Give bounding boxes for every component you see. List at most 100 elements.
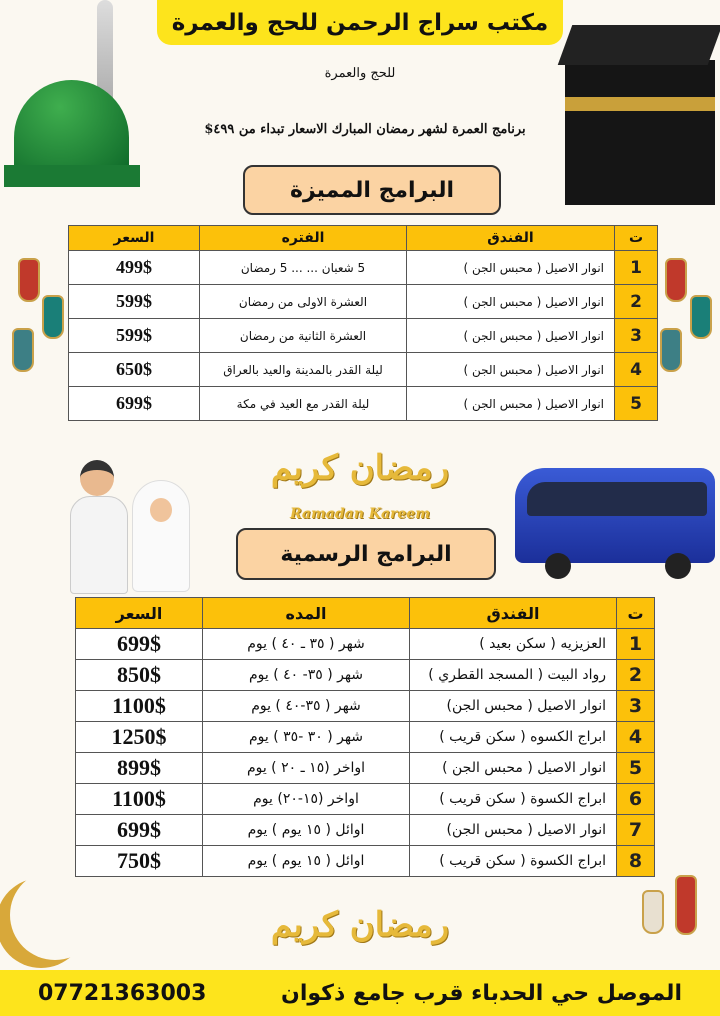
- table-row: 1 العزيزيه ( سكن بعيد ) شهر ( ٣٥ ـ ٤٠ ) يو…: [75, 628, 655, 660]
- row-number: 1: [616, 628, 655, 660]
- price-cell: 699$: [68, 386, 200, 421]
- hotel-cell: انوار الاصيل ( محبس الجن ): [406, 352, 615, 387]
- price-cell: 1250$: [75, 721, 203, 753]
- row-number: 1: [614, 250, 658, 285]
- col-number: ت: [614, 225, 658, 251]
- kaaba-image: [557, 25, 720, 205]
- row-number: 5: [614, 386, 658, 421]
- table-row: 5 انوار الاصيل ( محبس الجن ) اواخر (١٥ ـ ٢…: [75, 752, 655, 784]
- row-number: 4: [616, 721, 655, 753]
- official-programs-table: ت الفندق المده السعر 1 العزيزيه ( سكن بعي…: [75, 597, 655, 877]
- hotel-cell: انوار الاصيل ( محبس الجن ): [406, 250, 615, 285]
- subtitle: للحج والعمرة: [324, 66, 396, 81]
- row-number: 3: [616, 690, 655, 722]
- lantern-icon: [642, 890, 664, 934]
- row-number: 3: [614, 318, 658, 353]
- footer-bar: 07721363003 الموصل حي الحدباء قرب جامع ذ…: [0, 970, 720, 1016]
- duration-cell: شهر ( ٣٥-٤٠ ) يوم: [202, 690, 410, 722]
- office-title: مكتب سراج الرحمن للحج والعمرة: [157, 0, 563, 45]
- col-duration: المده: [202, 597, 410, 629]
- period-cell: ليلة القدر مع العيد في مكة: [199, 386, 407, 421]
- hotel-cell: ابراج الكسوة ( سكن قريب ): [409, 845, 617, 877]
- table-row: 5 انوار الاصيل ( محبس الجن ) ليلة القدر مع…: [68, 386, 658, 421]
- row-number: 4: [614, 352, 658, 387]
- price-cell: 750$: [75, 845, 203, 877]
- lantern-icon: [42, 295, 64, 339]
- table-row: 3 انوار الاصيل ( محبس الجن ) العشرة الثاني…: [68, 318, 658, 353]
- price-cell: 699$: [75, 628, 203, 660]
- premium-programs-table: ت الفندق الفتره السعر 1 انوار الاصيل ( مح…: [68, 225, 658, 421]
- period-cell: ليلة القدر بالمدينة والعيد بالعراق: [199, 352, 407, 387]
- hotel-cell: رواد البيت ( المسجد القطري ): [409, 659, 617, 691]
- duration-cell: شهر ( ٣٥- ٤٠ ) يوم: [202, 659, 410, 691]
- lantern-icon: [690, 295, 712, 339]
- col-hotel: الفندق: [406, 225, 615, 251]
- table-row: 2 رواد البيت ( المسجد القطري ) شهر ( ٣٥- ٤…: [75, 659, 655, 691]
- lantern-icon: [18, 258, 40, 302]
- hotel-cell: ابراج الكسوه ( سكن قريب ): [409, 721, 617, 753]
- tagline: برنامج العمرة لشهر رمضان المبارك الاسعار…: [204, 122, 526, 137]
- duration-cell: اوائل ( ١٥ يوم ) يوم: [202, 814, 410, 846]
- premium-programs-title: البرامج المميزة: [243, 165, 501, 215]
- row-number: 6: [616, 783, 655, 815]
- duration-cell: شهر ( ٣٥ ـ ٤٠ ) يوم: [202, 628, 410, 660]
- table-header-row: ت الفندق المده السعر: [75, 597, 655, 629]
- lantern-icon: [12, 328, 34, 372]
- lantern-icon: [660, 328, 682, 372]
- official-programs-title: البرامج الرسمية: [236, 528, 496, 580]
- period-cell: العشرة الاولى من رمضان: [199, 284, 407, 319]
- price-cell: 499$: [68, 250, 200, 285]
- price-cell: 899$: [75, 752, 203, 784]
- hotel-cell: انوار الاصيل ( محبس الجن): [409, 690, 617, 722]
- table-header-row: ت الفندق الفتره السعر: [68, 225, 658, 251]
- ramadan-kareem-text: Ramadan Kareem: [289, 506, 431, 522]
- price-cell: 599$: [68, 318, 200, 353]
- row-number: 8: [616, 845, 655, 877]
- duration-cell: اواخر (١٥ ـ ٢٠ ) يوم: [202, 752, 410, 784]
- hotel-cell: العزيزيه ( سكن بعيد ): [409, 628, 617, 660]
- duration-cell: شهر ( ٣٠ -٣٥ ) يوم: [202, 721, 410, 753]
- table-row: 2 انوار الاصيل ( محبس الجن ) العشرة الاولى…: [68, 284, 658, 319]
- duration-cell: اوائل ( ١٥ يوم ) يوم: [202, 845, 410, 877]
- period-cell: 5 شعبان ... ... 5 رمضان: [199, 250, 407, 285]
- duration-cell: اواخر (١٥-٢٠) يوم: [202, 783, 410, 815]
- price-cell: 650$: [68, 352, 200, 387]
- table-row: 4 انوار الاصيل ( محبس الجن ) ليلة القدر با…: [68, 352, 658, 387]
- hotel-cell: انوار الاصيل ( محبس الجن ): [406, 318, 615, 353]
- pilgrims-image: [70, 460, 195, 595]
- address: الموصل حي الحدباء قرب جامع ذكوان: [281, 980, 682, 1006]
- phone-number[interactable]: 07721363003: [38, 980, 207, 1006]
- hotel-cell: انوار الاصيل ( محبس الجن): [409, 814, 617, 846]
- row-number: 2: [614, 284, 658, 319]
- bus-image: [515, 468, 715, 583]
- table-row: 7 انوار الاصيل ( محبس الجن) اوائل ( ١٥ يوم…: [75, 814, 655, 846]
- table-row: 1 انوار الاصيل ( محبس الجن ) 5 شعبان ... .…: [68, 250, 658, 285]
- table-row: 4 ابراج الكسوه ( سكن قريب ) شهر ( ٣٠ -٣٥ )…: [75, 721, 655, 753]
- table-row: 8 ابراج الكسوة ( سكن قريب ) اوائل ( ١٥ يوم…: [75, 845, 655, 877]
- lantern-icon: [675, 875, 697, 935]
- hotel-cell: ابراج الكسوة ( سكن قريب ): [409, 783, 617, 815]
- price-cell: 850$: [75, 659, 203, 691]
- price-cell: 599$: [68, 284, 200, 319]
- period-cell: العشرة الثانية من رمضان: [199, 318, 407, 353]
- row-number: 7: [616, 814, 655, 846]
- ramadan-kareem-calligraphy: رمضان كريم: [270, 448, 450, 488]
- col-price: السعر: [75, 597, 203, 629]
- price-cell: 1100$: [75, 783, 203, 815]
- lantern-icon: [665, 258, 687, 302]
- col-number: ت: [616, 597, 655, 629]
- hotel-cell: انوار الاصيل ( محبس الجن ): [406, 386, 615, 421]
- col-hotel: الفندق: [409, 597, 617, 629]
- hotel-cell: انوار الاصيل ( محبس الجن ): [406, 284, 615, 319]
- hotel-cell: انوار الاصيل ( محبس الجن ): [409, 752, 617, 784]
- col-price: السعر: [68, 225, 200, 251]
- crescent-decoration: [10, 870, 100, 960]
- mosque-dome-image: [4, 0, 144, 188]
- col-period: الفتره: [199, 225, 407, 251]
- row-number: 2: [616, 659, 655, 691]
- price-cell: 699$: [75, 814, 203, 846]
- row-number: 5: [616, 752, 655, 784]
- table-row: 3 انوار الاصيل ( محبس الجن) شهر ( ٣٥-٤٠ ) …: [75, 690, 655, 722]
- table-row: 6 ابراج الكسوة ( سكن قريب ) اواخر (١٥-٢٠) …: [75, 783, 655, 815]
- price-cell: 1100$: [75, 690, 203, 722]
